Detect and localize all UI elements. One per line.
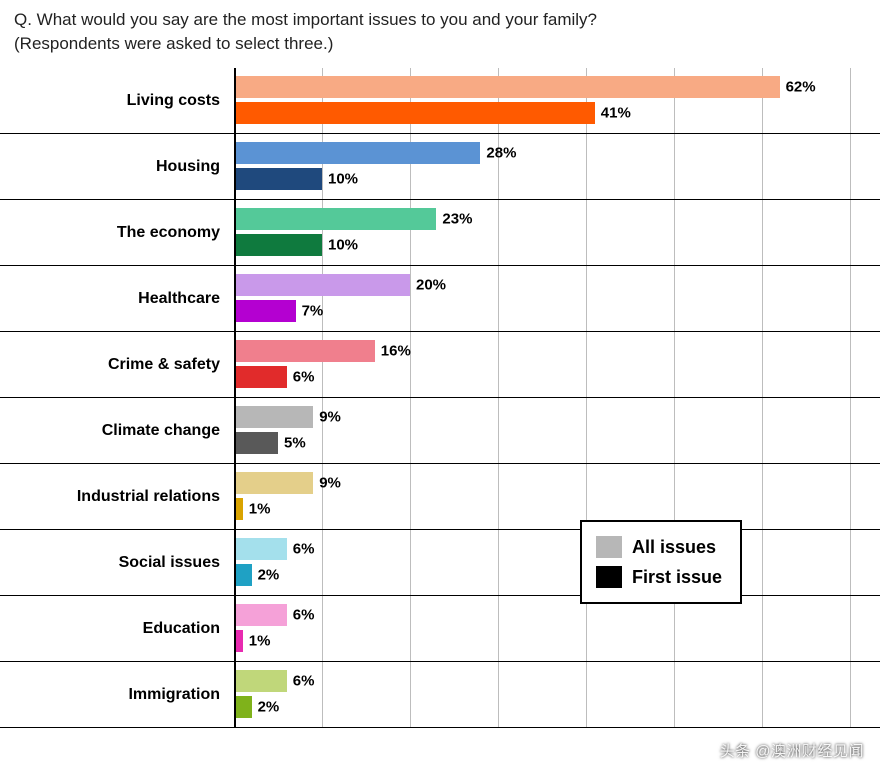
bar-value-label: 9%: [313, 475, 341, 492]
chart-row: Living costs 62% 41%: [0, 68, 880, 134]
bar-group: 6% 2%: [234, 662, 850, 727]
bar-value-label: 23%: [436, 211, 472, 228]
bar-first-issue: 7%: [234, 300, 296, 322]
issues-bar-chart: Living costs62%41%Housing28%10%The econo…: [0, 68, 880, 728]
bar-group: 62% 41%: [234, 68, 850, 133]
category-label: The economy: [0, 200, 228, 265]
chart-row: Housing 28% 10%: [0, 134, 880, 200]
bar-value-label: 62%: [780, 79, 816, 96]
legend-item: First issue: [594, 562, 724, 592]
title-line-1: Q. What would you say are the most impor…: [14, 8, 866, 32]
bar-value-label: 6%: [287, 607, 315, 624]
chart-row: Healthcare 20% 7%: [0, 266, 880, 332]
category-label: Crime & safety: [0, 332, 228, 397]
bar-all-issues: 9%: [234, 472, 313, 494]
bar-value-label: 7%: [296, 303, 324, 320]
bar-value-label: 6%: [287, 541, 315, 558]
bar-value-label: 20%: [410, 277, 446, 294]
bar-group: 23% 10%: [234, 200, 850, 265]
chart-row: Immigration 6% 2%: [0, 662, 880, 728]
legend-label: First issue: [632, 567, 722, 588]
chart-row: Education 6% 1%: [0, 596, 880, 662]
bar-value-label: 9%: [313, 409, 341, 426]
bar-group: 6% 1%: [234, 596, 850, 661]
category-label: Housing: [0, 134, 228, 199]
bar-all-issues: 6%: [234, 538, 287, 560]
category-label: Living costs: [0, 68, 228, 133]
bar-value-label: 5%: [278, 435, 306, 452]
legend-item: All issues: [594, 532, 724, 562]
bar-group: 6% 2%: [234, 530, 850, 595]
y-axis: [234, 68, 236, 728]
bar-value-label: 6%: [287, 369, 315, 386]
bar-first-issue: 10%: [234, 168, 322, 190]
bar-first-issue: 2%: [234, 564, 252, 586]
bar-all-issues: 23%: [234, 208, 436, 230]
legend-swatch: [596, 566, 622, 588]
bar-all-issues: 62%: [234, 76, 780, 98]
bar-value-label: 16%: [375, 343, 411, 360]
chart-title: Q. What would you say are the most impor…: [0, 0, 880, 60]
chart-row: Climate change 9% 5%: [0, 398, 880, 464]
category-label: Social issues: [0, 530, 228, 595]
legend-label: All issues: [632, 537, 716, 558]
legend: All issues First issue: [580, 520, 742, 604]
bar-all-issues: 28%: [234, 142, 480, 164]
category-label: Climate change: [0, 398, 228, 463]
bar-first-issue: 10%: [234, 234, 322, 256]
chart-row: Social issues 6% 2%: [0, 530, 880, 596]
bar-all-issues: 6%: [234, 604, 287, 626]
watermark-text: 头条 @澳洲财经见闻: [720, 743, 864, 760]
watermark: 头条 @澳洲财经见闻: [720, 740, 864, 761]
title-line-2: (Respondents were asked to select three.…: [14, 32, 866, 56]
bar-first-issue: 41%: [234, 102, 595, 124]
bar-all-issues: 16%: [234, 340, 375, 362]
bar-value-label: 10%: [322, 171, 358, 188]
bar-group: 9% 1%: [234, 464, 850, 529]
category-label: Industrial relations: [0, 464, 228, 529]
bar-value-label: 10%: [322, 237, 358, 254]
bar-all-issues: 9%: [234, 406, 313, 428]
bar-all-issues: 20%: [234, 274, 410, 296]
chart-row: Crime & safety 16% 6%: [0, 332, 880, 398]
category-label: Healthcare: [0, 266, 228, 331]
chart-row: The economy 23% 10%: [0, 200, 880, 266]
legend-swatch: [596, 536, 622, 558]
bar-all-issues: 6%: [234, 670, 287, 692]
bar-value-label: 2%: [252, 567, 280, 584]
category-label: Immigration: [0, 662, 228, 727]
bar-group: 9% 5%: [234, 398, 850, 463]
chart-row: Industrial relations 9% 1%: [0, 464, 880, 530]
bar-group: 20% 7%: [234, 266, 850, 331]
bar-group: 28% 10%: [234, 134, 850, 199]
bar-first-issue: 5%: [234, 432, 278, 454]
bar-first-issue: 2%: [234, 696, 252, 718]
bar-value-label: 6%: [287, 673, 315, 690]
bar-value-label: 28%: [480, 145, 516, 162]
bar-value-label: 1%: [243, 501, 271, 518]
bar-group: 16% 6%: [234, 332, 850, 397]
category-label: Education: [0, 596, 228, 661]
bar-value-label: 2%: [252, 699, 280, 716]
bar-value-label: 41%: [595, 105, 631, 122]
bar-first-issue: 6%: [234, 366, 287, 388]
bar-value-label: 1%: [243, 633, 271, 650]
